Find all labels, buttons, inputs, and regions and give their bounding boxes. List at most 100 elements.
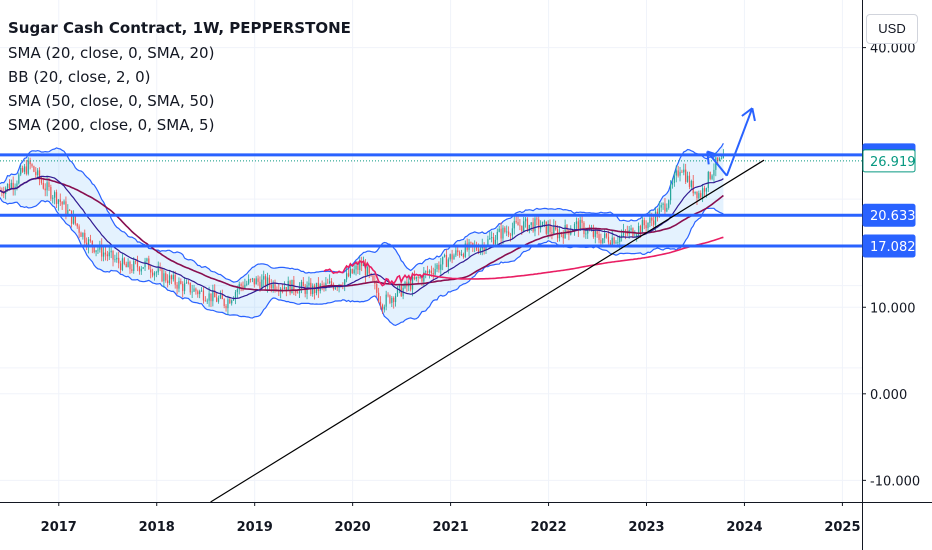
candle — [146, 257, 148, 264]
candle — [61, 201, 63, 210]
candle — [449, 253, 451, 262]
candle — [445, 249, 448, 268]
candle — [694, 191, 696, 195]
candle — [21, 165, 24, 173]
candle — [167, 274, 169, 288]
candle — [123, 257, 125, 266]
candle — [157, 261, 159, 276]
candle — [438, 261, 440, 273]
candle — [150, 264, 152, 279]
candle — [116, 252, 118, 263]
candle — [242, 281, 244, 292]
candle — [679, 167, 681, 182]
candle — [688, 171, 691, 190]
candle — [378, 287, 380, 303]
candle — [74, 215, 76, 226]
candle — [231, 299, 233, 306]
level-label-text: 17.082 — [870, 240, 916, 255]
candle — [249, 278, 252, 283]
candle — [121, 253, 124, 272]
candle — [159, 262, 161, 272]
candle — [594, 229, 596, 244]
candle — [131, 264, 133, 274]
candle — [353, 264, 355, 275]
candle — [37, 168, 39, 179]
candle — [219, 290, 222, 300]
candle — [80, 231, 82, 237]
candle — [690, 179, 692, 189]
candle — [653, 215, 655, 228]
candle — [225, 304, 227, 312]
candle — [396, 286, 399, 297]
candle — [223, 298, 225, 309]
candle — [372, 274, 374, 282]
candle — [302, 277, 304, 287]
candle — [641, 215, 643, 233]
candle — [692, 175, 694, 197]
candle — [428, 269, 431, 279]
candle — [44, 183, 46, 197]
candle — [312, 283, 314, 297]
candle — [492, 232, 495, 246]
candle — [504, 226, 506, 234]
candle — [538, 215, 540, 236]
candle — [69, 208, 71, 211]
candle — [84, 229, 86, 246]
candle — [677, 165, 679, 178]
candle — [118, 251, 120, 269]
candle — [513, 215, 515, 235]
candle — [300, 279, 303, 294]
candle — [460, 249, 463, 257]
candle — [636, 233, 638, 242]
candle — [391, 295, 393, 307]
candle — [59, 193, 61, 206]
candle — [517, 215, 519, 226]
candle — [104, 245, 107, 261]
candle — [97, 247, 99, 255]
candle — [55, 189, 58, 208]
candle — [707, 170, 709, 193]
candle — [182, 281, 184, 298]
projection-arrows[interactable] — [706, 107, 756, 177]
candle — [197, 289, 199, 298]
candle — [187, 280, 189, 285]
candle — [325, 277, 327, 292]
candle — [675, 165, 677, 183]
indicator-bb[interactable]: BB (20, close, 2, 0) — [8, 68, 151, 86]
candle — [168, 270, 171, 286]
candle — [344, 278, 346, 292]
candle — [216, 293, 218, 303]
horizontal-levels[interactable] — [0, 153, 862, 248]
candle — [174, 271, 176, 289]
indicator-sma20[interactable]: SMA (20, close, 0, SMA, 20) — [8, 44, 215, 62]
indicator-sma50[interactable]: SMA (50, close, 0, SMA, 50) — [8, 92, 215, 110]
candle — [647, 222, 649, 232]
candle — [119, 260, 122, 274]
candle — [291, 279, 293, 294]
candle — [304, 283, 306, 298]
trendline[interactable] — [210, 159, 765, 503]
candle — [702, 183, 704, 203]
indicator-sma200[interactable]: SMA (200, close, 0, SMA, 5) — [8, 116, 215, 134]
candle — [63, 199, 65, 205]
candle — [161, 266, 163, 283]
y-tick-label: -10.000 — [870, 474, 920, 489]
candle — [700, 190, 702, 200]
x-tick-label: 2023 — [628, 520, 664, 535]
candle — [711, 174, 713, 181]
candle — [381, 303, 384, 314]
candle — [605, 232, 608, 239]
candle — [607, 230, 610, 245]
candle — [35, 167, 37, 180]
candle — [534, 215, 536, 237]
candle — [600, 233, 602, 245]
candle — [662, 202, 664, 210]
candle — [511, 222, 513, 240]
currency-button[interactable]: USD — [866, 14, 918, 44]
candle — [713, 163, 715, 183]
candle — [526, 217, 529, 233]
candle — [263, 270, 265, 287]
candle — [415, 276, 417, 282]
